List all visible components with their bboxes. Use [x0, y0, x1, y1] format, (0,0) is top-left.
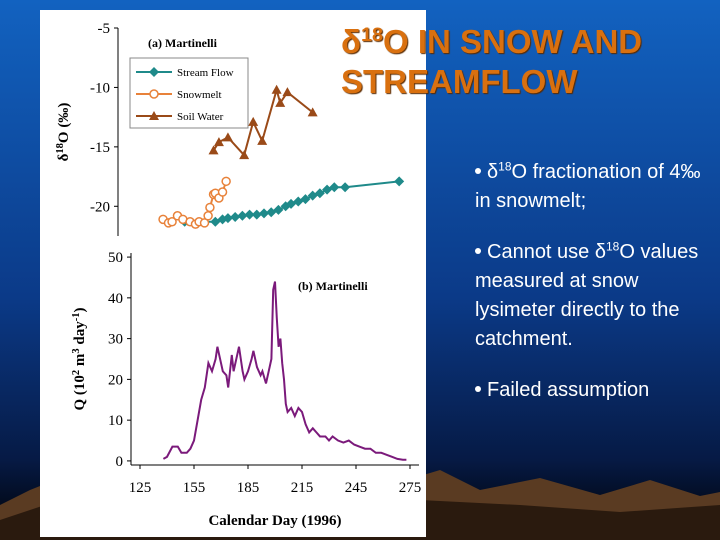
marker: [329, 182, 340, 193]
data-line: [162, 281, 407, 461]
marker: [221, 176, 231, 187]
y-tick-label: 40: [108, 291, 123, 307]
label-part: day: [72, 321, 88, 349]
marker: [222, 213, 233, 224]
marker: [275, 97, 286, 107]
label-part: 3: [71, 348, 82, 353]
marker: [217, 187, 228, 197]
y-tick-label: 10: [108, 413, 123, 429]
y-axis-label: δ18O (‰): [55, 103, 73, 162]
marker: [205, 202, 215, 213]
marker: [258, 208, 269, 219]
y-tick-label: 50: [108, 250, 123, 266]
bullet-list: δ18O fractionation of 4‰ in snowmelt; Can…: [475, 158, 707, 427]
bullet-text: O values measured at snow lysimeter dire…: [475, 241, 699, 350]
marker: [273, 204, 284, 215]
x-tick-label: 245: [345, 480, 368, 496]
bullet: δ18O fractionation of 4‰ in snowmelt;: [475, 158, 707, 216]
marker: [300, 194, 311, 205]
label-part: m: [72, 353, 88, 370]
bullet-text: O fractionation of 4‰ in snowmelt;: [475, 161, 701, 212]
label-part: δ: [56, 153, 72, 161]
y-axis-label: Q (102 m3 day-1): [71, 307, 89, 410]
data-line: [212, 86, 314, 158]
label-part: ): [72, 307, 88, 312]
marker: [314, 188, 325, 199]
marker: [237, 210, 248, 221]
label-part: 2: [71, 370, 82, 375]
panel-b: [40, 240, 426, 537]
label-part: O (‰): [56, 103, 72, 143]
marker: [167, 216, 177, 227]
marker: [307, 107, 318, 117]
slide-title: δ18O IN SNOW AND STREAMFLOW: [341, 22, 717, 102]
y-tick-label: 0: [116, 454, 124, 470]
x-tick-label: 275: [399, 480, 422, 496]
marker: [251, 209, 262, 220]
y-tick-label: -20: [90, 199, 110, 215]
marker: [244, 209, 255, 220]
marker: [149, 67, 159, 77]
x-axis-label: Calendar Day (1996): [208, 513, 341, 529]
bullet-text: 18: [498, 159, 512, 174]
title-part: δ: [341, 23, 362, 60]
marker: [239, 150, 250, 160]
marker: [340, 182, 351, 193]
bullet-text: Cannot use δ: [487, 241, 606, 263]
marker: [282, 87, 293, 97]
marker: [199, 218, 210, 228]
x-tick-label: 155: [183, 480, 206, 496]
title-part: 18: [361, 24, 384, 46]
bullet-text: 18: [605, 239, 620, 254]
legend-label: Stream Flow: [177, 67, 234, 79]
bullet: Cannot use δ18O values measured at snow …: [475, 238, 707, 354]
marker: [230, 211, 241, 222]
bullet-text: δ: [487, 161, 499, 183]
title-part: O IN SNOW AND STREAMFLOW: [341, 23, 643, 100]
marker: [271, 84, 282, 94]
label-part: 18: [55, 143, 66, 154]
bullet: Failed assumption: [475, 376, 707, 405]
y-tick-label: -5: [98, 21, 111, 37]
y-tick-label: -10: [90, 80, 110, 96]
x-tick-label: 185: [237, 480, 260, 496]
legend-label: Snowmelt: [177, 89, 222, 101]
annotation: (b) Martinelli: [298, 279, 368, 293]
marker: [149, 111, 159, 120]
y-tick-label: 30: [108, 332, 123, 348]
marker: [208, 145, 219, 155]
x-tick-label: 125: [129, 480, 152, 496]
label-part: -1: [71, 312, 82, 321]
y-tick-label: -15: [90, 140, 110, 156]
label-part: Q (10: [72, 375, 88, 410]
annotation: (a) Martinelli: [148, 36, 218, 50]
bullet-dot: [475, 168, 481, 175]
bullet-dot: [475, 386, 481, 393]
marker: [213, 137, 224, 147]
x-tick-label: 215: [291, 480, 314, 496]
marker: [149, 89, 159, 99]
marker: [248, 116, 259, 126]
bullet-text: Failed assumption: [487, 379, 650, 401]
legend-label: Soil Water: [177, 111, 224, 123]
marker: [222, 132, 233, 142]
marker: [257, 135, 268, 145]
y-tick-label: 20: [108, 372, 123, 388]
marker: [394, 176, 405, 187]
marker: [203, 211, 213, 221]
bullet-dot: [475, 248, 481, 255]
